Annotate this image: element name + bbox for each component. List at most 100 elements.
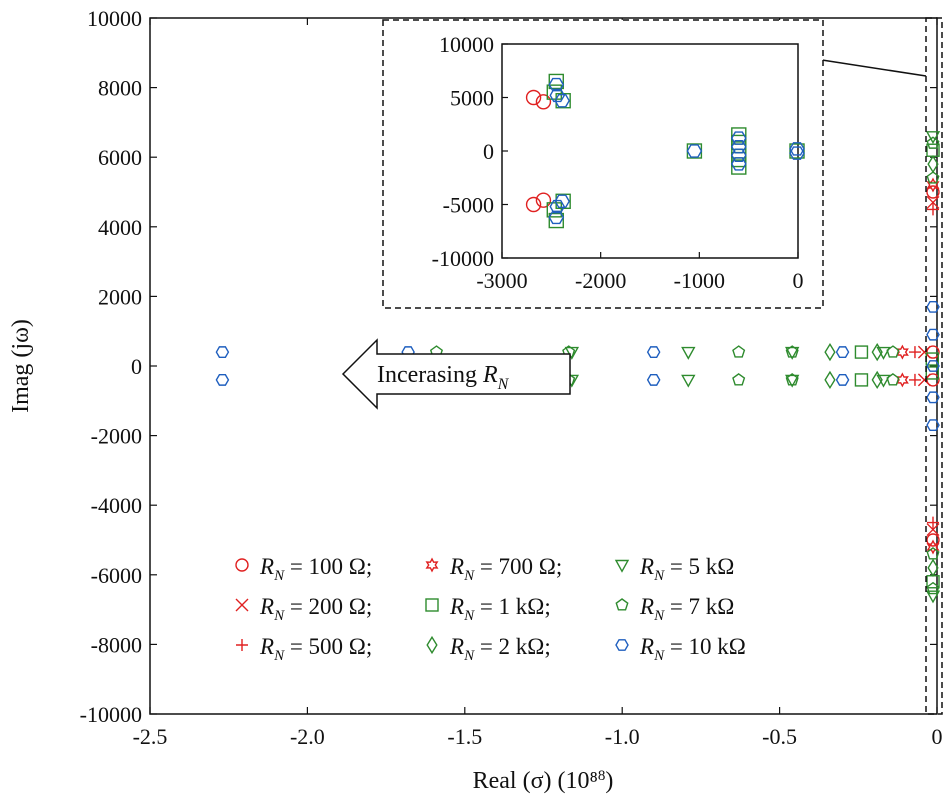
- inset-point-hexagon: [549, 199, 566, 214]
- legend-marker-plus: [236, 639, 248, 651]
- y-tick-label: 10000: [87, 6, 142, 31]
- data-point-triangle-down: [681, 374, 696, 388]
- inset-y-ticks: 10000 5000 0 -5000 -10000: [432, 32, 508, 271]
- y-tick-label: 8000: [98, 76, 142, 101]
- data-point-pentagon: [926, 171, 940, 184]
- inset-point-hexagon: [548, 77, 565, 92]
- data-point-hexagon: [926, 360, 940, 372]
- data-point-hexagon: [215, 346, 230, 358]
- data-point-diamond: [871, 342, 883, 362]
- data-point-plus: [927, 516, 939, 529]
- main-data-points: [215, 131, 941, 604]
- data-point-pentagon: [785, 373, 799, 386]
- inset-point-hexagon: [730, 131, 747, 145]
- data-point-pentagon: [785, 345, 799, 358]
- legend-marker-circle: [235, 558, 249, 572]
- zoom-region-box: [925, 17, 943, 715]
- inset-point-square: [789, 143, 805, 159]
- inset-frame-dashed: [382, 19, 824, 309]
- data-point-pentagon: [886, 345, 900, 358]
- data-point-circle: [926, 345, 940, 359]
- inset-point-hexagon: [730, 148, 747, 163]
- data-point-hexagon: [835, 374, 850, 386]
- inset-x-tick-label: -2000: [575, 268, 626, 293]
- legend-marker-diamond: [426, 635, 438, 655]
- y-tick-label: -10000: [80, 702, 142, 727]
- data-point-circle: [926, 185, 940, 199]
- data-point-hexagon: [835, 346, 850, 358]
- data-point-hexagon: [646, 346, 661, 358]
- data-point-square: [854, 345, 869, 359]
- inset-point-square: [546, 202, 562, 218]
- data-point-pentagon: [732, 345, 746, 358]
- arrow-label: Incerasing RN: [377, 362, 510, 393]
- inset-y-tick-label: -5000: [443, 193, 494, 218]
- data-point-hexagon: [926, 300, 940, 313]
- legend-entry-label: RN = 500 Ω;: [259, 634, 372, 664]
- legend-entry-label: RN = 10 kΩ: [639, 634, 746, 664]
- data-point-plus: [908, 346, 921, 359]
- data-point-triangle-down: [681, 346, 696, 360]
- legend-entry-label: RN = 700 Ω;: [449, 554, 562, 584]
- inset-point-circle: [525, 89, 542, 106]
- data-point-diamond: [824, 342, 836, 362]
- data-point-square: [854, 373, 869, 387]
- y-tick-label: -2000: [91, 424, 142, 449]
- inset-point-square: [548, 212, 564, 229]
- data-point-pentagon: [732, 373, 746, 386]
- increasing-rn-arrow: Incerasing RN: [341, 338, 571, 410]
- legend-marker-pentagon: [615, 598, 629, 611]
- inset-point-circle: [535, 94, 552, 110]
- inset-y-tick-label: 5000: [450, 86, 494, 111]
- data-point-x: [926, 195, 940, 209]
- inset-y-tick-label: -10000: [432, 246, 494, 271]
- legend-marker-hexagram: [425, 557, 439, 573]
- inset-x-ticks: -3000 -2000 -1000 0: [476, 252, 804, 293]
- data-point-x: [917, 373, 931, 387]
- data-point-hexagon: [926, 419, 940, 432]
- data-point-pentagon: [926, 547, 940, 560]
- inset-point-hexagon: [548, 210, 565, 225]
- inset-x-tick-label: -1000: [674, 268, 725, 293]
- data-point-hexagon: [646, 374, 661, 386]
- data-point-plus: [908, 373, 921, 386]
- inset-point-hexagon: [789, 146, 805, 160]
- legend-marker-hexagon: [615, 639, 629, 651]
- zoom-connector-line: [821, 59, 927, 77]
- data-point-circle: [926, 373, 940, 387]
- y-axis-ticks: 10000 8000 6000 4000 2000 0 -2000 -4000 -6000 -80…: [80, 6, 937, 727]
- y-tick-label: 6000: [98, 145, 142, 170]
- data-point-triangle-down: [785, 374, 800, 388]
- inset-x-tick-label: 0: [793, 268, 804, 293]
- inset-data-points: [525, 73, 805, 229]
- y-tick-label: 0: [131, 354, 142, 379]
- inset-y-tick-label: 10000: [439, 32, 494, 57]
- x-tick-label: -1.5: [447, 724, 482, 749]
- legend-entry-label: RN = 200 Ω;: [259, 594, 372, 624]
- data-point-triangle-down: [785, 346, 800, 360]
- data-point-hexagon: [926, 328, 940, 341]
- data-point-triangle-down: [925, 590, 941, 604]
- inset-point-hexagon: [789, 142, 805, 156]
- data-point-triangle-down: [925, 131, 941, 145]
- y-tick-label: -6000: [91, 563, 142, 588]
- legend: RN = 100 Ω; RN = 200 Ω; RN = 500 Ω; RN = 70…: [235, 554, 746, 664]
- inset-point-hexagon: [686, 144, 703, 158]
- inset-x-tick-label: -3000: [476, 268, 527, 293]
- data-point-square: [925, 366, 939, 380]
- x-tick-label: -2.5: [133, 724, 168, 749]
- inset-point-square: [548, 73, 564, 90]
- data-point-hexagon: [215, 374, 230, 386]
- inset-point-hexagon: [549, 88, 566, 103]
- legend-marker-triangle-down: [614, 559, 630, 573]
- inset-point-hexagon: [730, 157, 747, 171]
- data-point-triangle-down: [876, 346, 891, 360]
- data-point-pentagon: [926, 136, 940, 149]
- legend-marker-square: [425, 598, 439, 612]
- legend-entry-label: RN = 100 Ω;: [259, 554, 372, 584]
- data-point-hexagram: [926, 539, 940, 555]
- left-arrow-shape: [341, 338, 571, 410]
- legend-entry-label: RN = 1 kΩ;: [449, 594, 551, 624]
- x-tick-label: 0: [932, 724, 943, 749]
